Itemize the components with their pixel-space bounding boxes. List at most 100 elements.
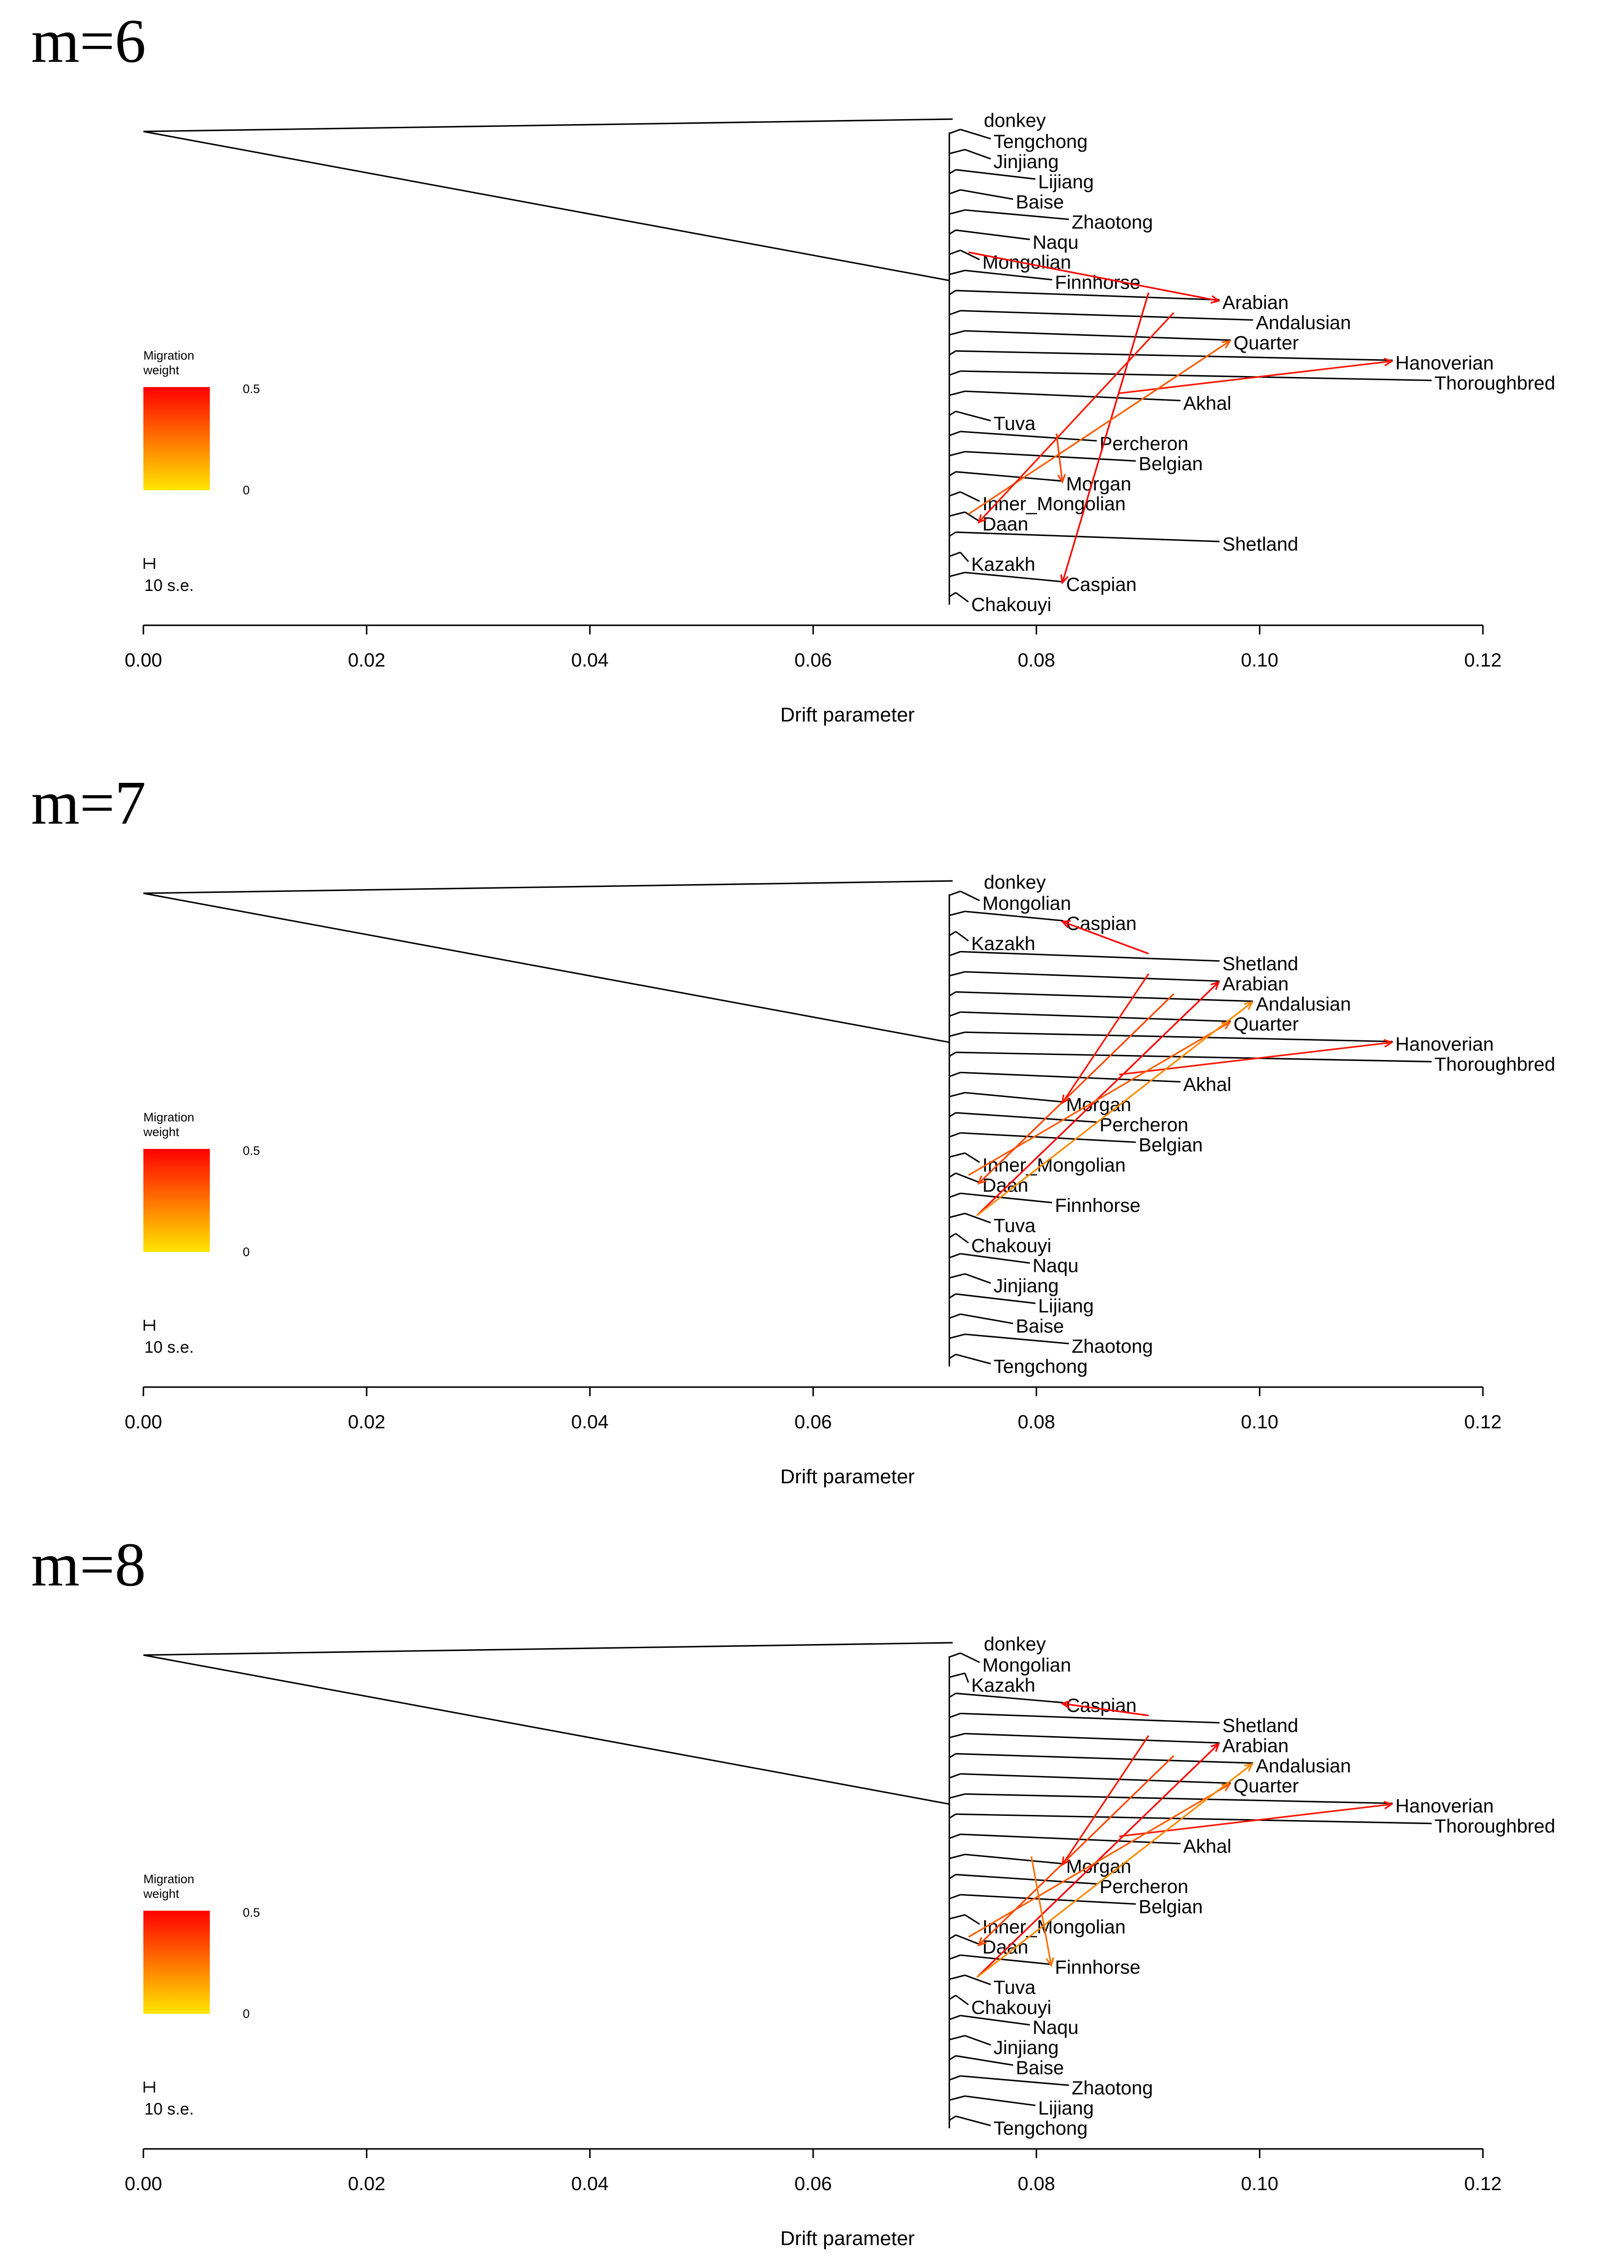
- x-axis-title: Drift parameter: [780, 1465, 914, 1488]
- leaf-label: Baise: [1016, 191, 1064, 213]
- migration-arrowhead: [1210, 980, 1220, 990]
- x-tick-label: 0.06: [794, 2173, 832, 2194]
- leaf-label: Caspian: [1066, 574, 1137, 595]
- branch-internal: [949, 1172, 957, 1178]
- migration-arrowhead: [1383, 357, 1394, 366]
- branch-arabian: [965, 1732, 1220, 1744]
- migration-arrowhead: [977, 514, 987, 524]
- branch-internal: [949, 410, 957, 416]
- branch-internal: [949, 1914, 965, 1920]
- branch-daan: [955, 1934, 980, 1945]
- branch-quarter: [960, 1011, 1231, 1022]
- branch-shetland: [960, 1712, 1220, 1724]
- branch-internal: [949, 891, 961, 896]
- leaf-label: Zhaotong: [1072, 2077, 1153, 2099]
- x-tick-label: 0.00: [125, 649, 162, 671]
- se-scale-bar: 10 s.e.: [143, 2082, 194, 2118]
- leaf-label: Quarter: [1234, 1013, 1299, 1035]
- branch-internal: [949, 1974, 965, 1980]
- branch-internal: [949, 390, 965, 396]
- branch-root-ingroup: [143, 131, 950, 281]
- legend-title-line2: weight: [143, 1887, 180, 1901]
- branch-hanoverian: [965, 1793, 1393, 1804]
- x-tick-label: 0.02: [348, 649, 385, 671]
- branch-internal: [949, 910, 965, 916]
- branch-quarter: [960, 1773, 1231, 1784]
- migration-edge: [978, 1755, 1175, 1946]
- migration-edge: [1119, 360, 1392, 394]
- se-label: 10 s.e.: [144, 2099, 194, 2118]
- branch-internal: [949, 1253, 961, 1259]
- leaf-label: donkey: [984, 109, 1046, 131]
- branch-internal: [949, 1333, 965, 1339]
- leaf-label: Percheron: [1099, 1114, 1188, 1136]
- branch-arabian: [956, 290, 1220, 301]
- branch-tengchong: [960, 129, 991, 140]
- branch-internal: [949, 1293, 957, 1299]
- leaf-label: Belgian: [1138, 453, 1203, 474]
- branch-internal: [949, 350, 957, 356]
- leaf-label: Inner_Mongolian: [982, 1916, 1126, 1937]
- x-axis: 0.00 0.02 0.04 0.06 0.08 0.10 0.12 Drift parame…: [125, 1386, 1502, 1488]
- branch-naqu: [956, 229, 1030, 240]
- leaf-label: Arabian: [1222, 973, 1289, 995]
- leaf-label: Belgian: [1138, 1134, 1203, 1155]
- leaf-label: Finnhorse: [1055, 272, 1141, 293]
- branch-baise: [960, 189, 1013, 200]
- leaf-label: Percheron: [1099, 432, 1188, 454]
- migration-edge: [1119, 1803, 1392, 1837]
- branch-internal: [949, 471, 957, 477]
- migration-edge: [978, 993, 1175, 1184]
- migration-arrowhead: [1244, 1763, 1254, 1772]
- branch-internal: [949, 1712, 961, 1718]
- branch-baise: [960, 1313, 1013, 1324]
- leaf-label: Tengchong: [994, 131, 1088, 152]
- branch-belgian: [960, 1132, 1136, 1143]
- panel-3: m=8donkeyMongolianKazakhCaspianShetlandA…: [31, 1530, 1555, 2250]
- migration-arrowhead: [1383, 1801, 1394, 1809]
- branch-internal: [949, 1954, 961, 1960]
- leaf-label: Shetland: [1222, 953, 1298, 974]
- leaf-label: Lijiang: [1038, 1295, 1094, 1317]
- branch-internal: [949, 1732, 965, 1738]
- x-tick-label: 0.08: [1017, 1411, 1055, 1432]
- legend-color-bar: [143, 387, 210, 490]
- branch-andalusian: [956, 991, 1253, 1002]
- branch-internal: [949, 148, 965, 154]
- leaf-label: Andalusian: [1256, 993, 1351, 1015]
- x-axis-title: Drift parameter: [780, 704, 914, 726]
- leaf-label: Tuva: [994, 412, 1036, 434]
- branch-percheron: [956, 1874, 1097, 1885]
- branch-kazakh: [960, 552, 969, 563]
- branch-lijiang: [956, 1293, 1036, 1304]
- migration-edge: [976, 1001, 1253, 1216]
- migration-edge: [1119, 1041, 1392, 1076]
- leaf-label: Baise: [1016, 1315, 1064, 1337]
- migration-edge: [1062, 921, 1149, 955]
- branch-internal: [949, 1853, 965, 1859]
- branch-internal: [949, 2015, 961, 2021]
- panel-title: m=7: [31, 769, 146, 837]
- branch-inner_mongolian: [964, 1152, 980, 1163]
- leaf-label: Akhal: [1183, 1074, 1231, 1095]
- branch-internal: [949, 249, 961, 255]
- x-axis: 0.00 0.02 0.04 0.06 0.08 0.10 0.12 Drift parame…: [125, 2148, 1502, 2250]
- migration-edge: [1061, 292, 1149, 583]
- leaf-label: Thoroughbred: [1434, 372, 1555, 393]
- branch-shetland: [960, 951, 1220, 962]
- branch-root-ingroup: [143, 1654, 950, 1805]
- legend-min-label: 0: [243, 483, 250, 497]
- branch-inner_mongolian: [960, 491, 980, 502]
- branch-thoroughbred: [960, 370, 1432, 382]
- branch-akhal: [960, 1071, 1181, 1083]
- branch-internal: [949, 1693, 957, 1698]
- leaf-label: Lijiang: [1038, 171, 1094, 192]
- branch-finnhorse: [965, 269, 1052, 281]
- leaf-label: Zhaotong: [1072, 1335, 1153, 1357]
- branch-internal: [949, 931, 957, 936]
- leaf-label: Daan: [982, 1936, 1028, 1957]
- leaf-label: Kazakh: [971, 1674, 1035, 1696]
- legend-min-label: 0: [243, 1245, 250, 1259]
